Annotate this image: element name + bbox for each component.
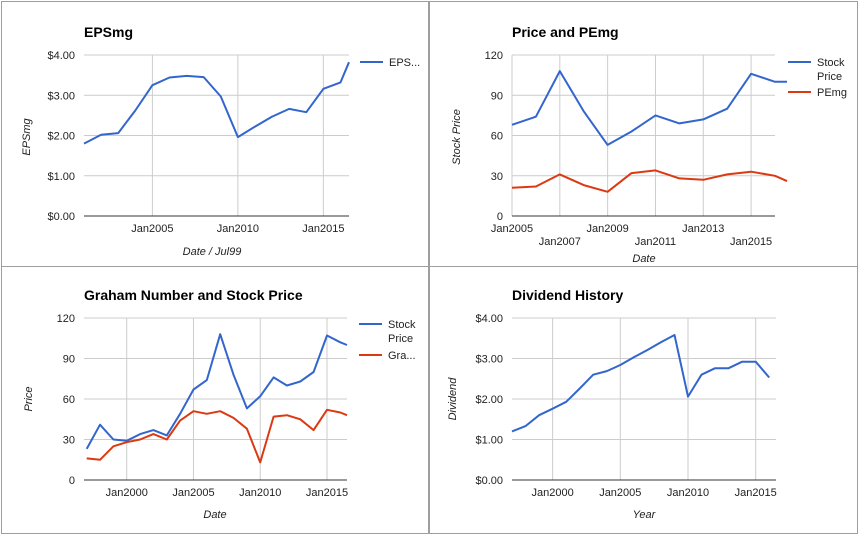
- y-axis-label: EPSmg: [21, 117, 33, 155]
- x-tick-label: Jan2005: [172, 487, 214, 499]
- y-axis-label: Dividend: [447, 377, 459, 421]
- y-tick-label: $2.00: [475, 394, 503, 406]
- series-line-1: [83, 61, 350, 145]
- y-tick-label: $3.00: [47, 90, 75, 102]
- series-line-2: [511, 169, 788, 193]
- y-tick-label: $1.00: [475, 435, 503, 447]
- legend-label: Gra...: [388, 350, 416, 362]
- y-tick-label: $3.00: [475, 354, 503, 366]
- y-tick-label: $4.00: [47, 50, 75, 62]
- y-tick-label: $0.00: [475, 475, 503, 487]
- chart-title: Price and PEmg: [512, 24, 619, 40]
- x-axis-label: Date: [632, 253, 655, 265]
- y-tick-label: $1.00: [47, 171, 75, 183]
- x-tick-label: Jan2005: [131, 223, 173, 235]
- chart-panel-price-pemg: Price and PEmg Stock Price Date 0 30 60 90 1…: [429, 1, 858, 267]
- y-tick-label: 30: [491, 171, 503, 183]
- chart-title: Dividend History: [512, 287, 623, 303]
- x-tick-label: Jan2000: [532, 487, 574, 499]
- y-tick-label: 0: [69, 475, 75, 487]
- y-tick-label: $2.00: [47, 131, 75, 143]
- legend-label: Price: [817, 71, 842, 83]
- legend-label: Stock: [817, 57, 845, 69]
- y-tick-label: 0: [497, 211, 503, 223]
- x-tick-label: Jan2011: [635, 236, 676, 248]
- x-tick-label: Jan2015: [735, 487, 777, 499]
- chart-panel-dividend: Dividend History Dividend Year $0.00 $1.0…: [429, 266, 858, 534]
- x-tick-label: Jan2010: [217, 223, 259, 235]
- plot-area: $0.00 $1.00 $2.00 $3.00 $4.00 Jan2005 Jan2010 J…: [47, 50, 420, 235]
- series-line-1: [511, 334, 770, 433]
- y-tick-label: $0.00: [47, 211, 75, 223]
- chart-title: Graham Number and Stock Price: [84, 287, 303, 303]
- chart-title: EPSmg: [84, 24, 133, 40]
- y-tick-label: 60: [491, 131, 503, 143]
- y-tick-label: 120: [57, 313, 75, 325]
- y-tick-label: 90: [491, 90, 503, 102]
- epsmg-chart: EPSmg EPSmg Date / Jul99 $0.00 $1.00 $2.00…: [21, 24, 420, 258]
- x-tick-label: Jan2000: [106, 487, 148, 499]
- x-axis-label: Date: [203, 509, 226, 521]
- dividend-chart: Dividend History Dividend Year $0.00 $1.0…: [447, 287, 777, 521]
- legend-label: EPS...: [389, 57, 420, 69]
- legend-label: Stock: [388, 319, 416, 331]
- x-tick-label: Jan2010: [667, 487, 709, 499]
- x-tick-label: Jan2005: [599, 487, 641, 499]
- y-axis-label: Stock Price: [451, 109, 463, 165]
- graham-chart: Graham Number and Stock Price Price Date…: [23, 287, 416, 521]
- legend-label: PEmg: [817, 87, 847, 99]
- x-tick-label: Jan2015: [730, 236, 772, 248]
- plot-area: $0.00 $1.00 $2.00 $3.00 $4.00 Jan2000 Jan2005 J…: [475, 313, 776, 499]
- x-tick-label: Jan2005: [491, 223, 533, 235]
- x-tick-label: Jan2010: [239, 487, 281, 499]
- x-axis-label: Date / Jul99: [183, 246, 242, 258]
- series-line-1: [511, 70, 787, 146]
- x-tick-label: Jan2007: [539, 236, 581, 248]
- plot-area: 0 30 60 90 120 Jan2000 Jan2005 Jan2010 Jan2015 St…: [57, 313, 416, 499]
- y-axis-label: Price: [23, 386, 35, 411]
- chart-panel-epsmg: EPSmg EPSmg Date / Jul99 $0.00 $1.00 $2.00…: [1, 1, 429, 267]
- y-tick-label: 120: [485, 50, 503, 62]
- y-tick-label: 90: [63, 354, 75, 366]
- y-tick-label: 30: [63, 435, 75, 447]
- y-tick-label: $4.00: [475, 313, 503, 325]
- x-tick-label: Jan2013: [682, 223, 724, 235]
- x-tick-label: Jan2015: [302, 223, 344, 235]
- series-line-1: [85, 333, 348, 450]
- x-tick-label: Jan2009: [587, 223, 629, 235]
- x-tick-label: Jan2015: [306, 487, 348, 499]
- price-pemg-chart: Price and PEmg Stock Price Date 0 30 60 90 1…: [451, 24, 847, 265]
- chart-panel-graham: Graham Number and Stock Price Price Date…: [1, 266, 429, 534]
- y-tick-label: 60: [63, 394, 75, 406]
- plot-area: 0 30 60 90 120 Jan2005 Jan2007 Jan2009 Jan2011 Ja…: [485, 50, 847, 248]
- x-axis-label: Year: [633, 509, 657, 521]
- series-line-2: [86, 408, 348, 464]
- legend-label: Price: [388, 333, 413, 345]
